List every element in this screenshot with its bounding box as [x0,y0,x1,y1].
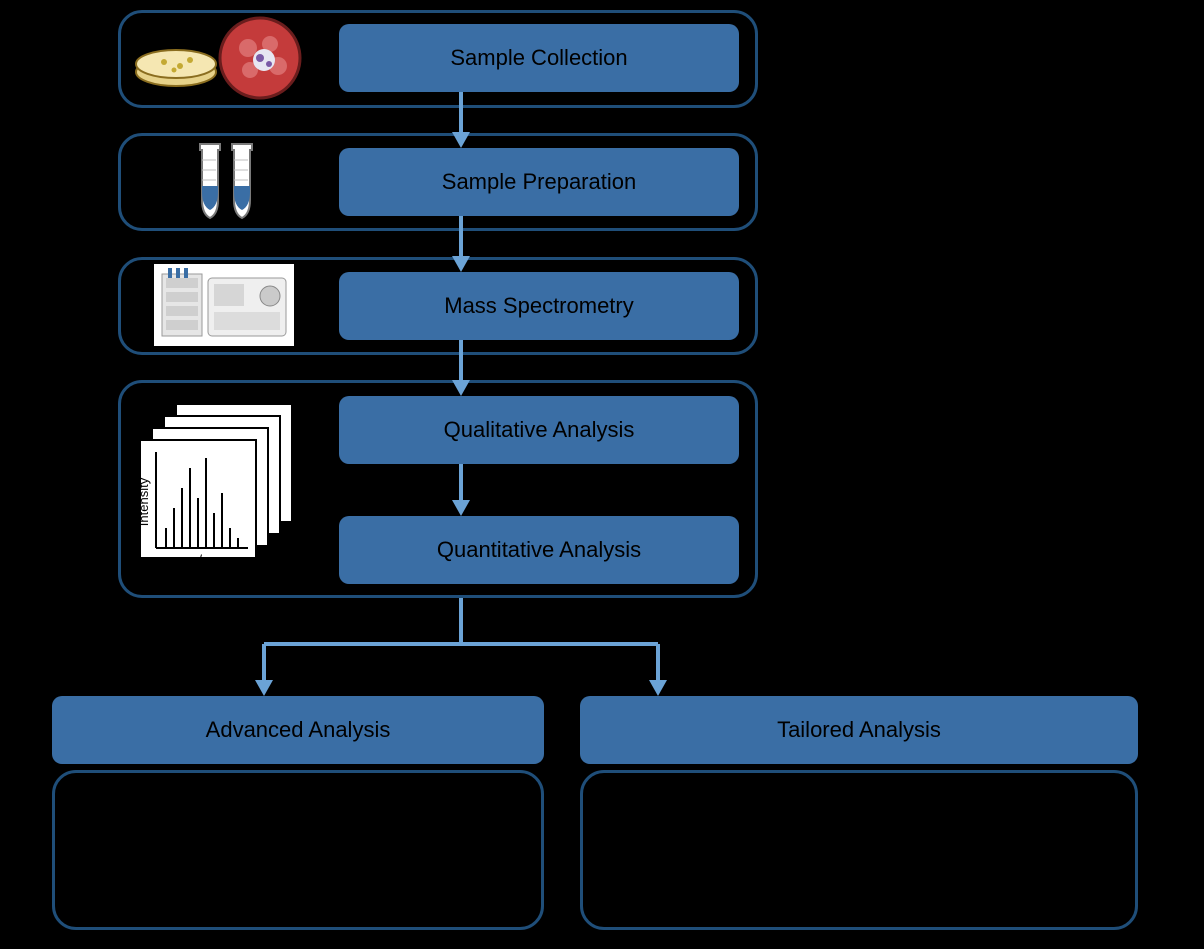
label-sample-collection: Sample Collection [450,45,627,71]
box-qualitative-analysis: Qualitative Analysis [339,396,739,464]
petri-cells-icon [130,14,320,102]
svg-text:Intensity: Intensity [136,477,151,526]
box-quantitative-analysis: Quantitative Analysis [339,516,739,584]
label-sample-preparation: Sample Preparation [442,169,636,195]
label-qualitative-analysis: Qualitative Analysis [444,417,635,443]
svg-text:m/z: m/z [188,552,209,567]
label-quantitative-analysis: Quantitative Analysis [437,537,641,563]
arrow-2 [441,216,481,272]
box-advanced-analysis: Advanced Analysis [52,696,544,764]
container-tailored-analysis [580,770,1138,930]
arrow-4 [441,464,481,516]
box-tailored-analysis: Tailored Analysis [580,696,1138,764]
test-tubes-icon [170,138,280,224]
container-advanced-analysis [52,770,544,930]
label-mass-spectrometry: Mass Spectrometry [444,293,634,319]
label-tailored-analysis: Tailored Analysis [777,717,941,743]
spectra-stack-icon: m/z Intensity [132,398,302,572]
mass-spec-instrument-icon [154,264,294,346]
box-sample-preparation: Sample Preparation [339,148,739,216]
container-side-panel [792,283,1130,493]
arrow-1 [441,92,481,148]
arrow-split [244,598,678,696]
arrow-3 [441,340,481,396]
label-advanced-analysis: Advanced Analysis [206,717,391,743]
box-sample-collection: Sample Collection [339,24,739,92]
box-mass-spectrometry: Mass Spectrometry [339,272,739,340]
